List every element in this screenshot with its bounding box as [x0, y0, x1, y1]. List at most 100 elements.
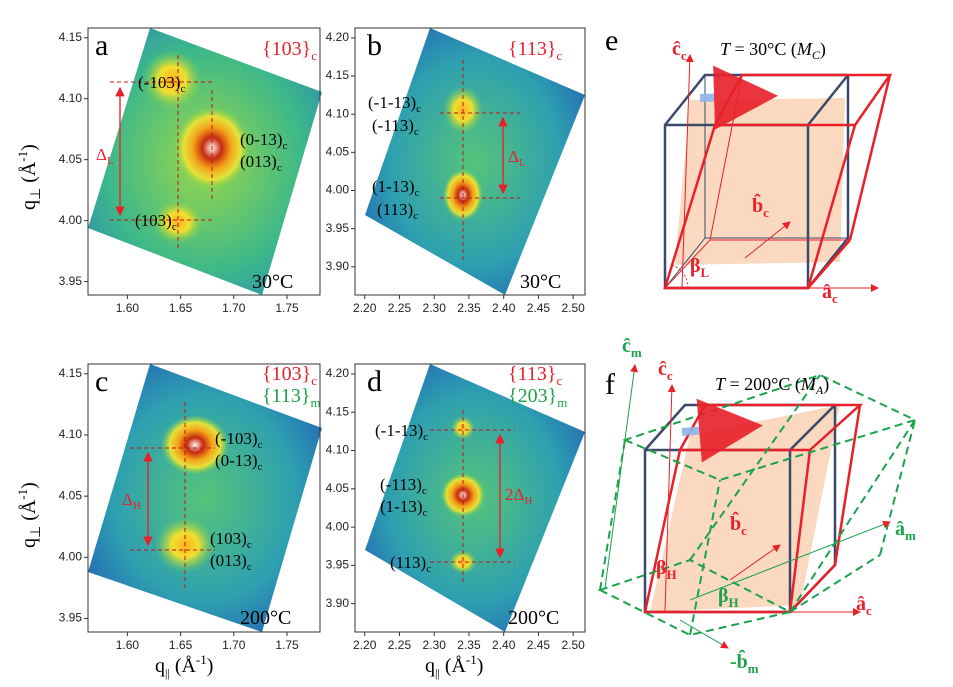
family: {103}c	[262, 363, 317, 388]
peak-sub: c	[282, 140, 287, 152]
peak-sub: c	[422, 485, 427, 497]
axis-title-close: )	[18, 144, 40, 151]
y-tick-label: 4.10	[326, 106, 350, 120]
x-tick-label: 1.60	[116, 301, 140, 315]
decor	[689, 520, 891, 601]
peak: (013)	[210, 551, 247, 570]
y-tick-label: 4.00	[326, 519, 350, 533]
spacing-label: 2ΔH	[505, 485, 532, 507]
decor	[622, 373, 918, 482]
family-sub: c	[556, 48, 562, 63]
family-sub: c	[556, 373, 562, 388]
axis-title-close: )	[207, 655, 214, 677]
y-tick-label: 4.10	[59, 91, 83, 105]
panel-d-text: d {113}c {203}m (-1-13)c (-113)c (1-13)c…	[367, 363, 567, 629]
temp-T: T	[720, 39, 732, 59]
axis-base: â	[822, 281, 832, 303]
family: {103}c	[262, 38, 317, 63]
peak-sub: c	[422, 507, 427, 519]
angle-sub: L	[701, 265, 710, 280]
spacing-label: ΔL	[96, 145, 114, 167]
panel-letter: e	[605, 24, 618, 57]
y-tick-label: 4.15	[59, 366, 83, 380]
y-axis-title: q⊥ (Å-1)	[15, 144, 44, 210]
spacing-sub: H	[524, 495, 532, 507]
axis-title-close: )	[18, 482, 40, 489]
decor	[833, 404, 862, 566]
x-tick-label: 1.70	[222, 638, 246, 652]
x-tick-label: 1.65	[169, 638, 193, 652]
axis-label: âc	[856, 593, 872, 618]
peak-label: (0-13)c	[215, 451, 262, 473]
axis-title: q	[18, 200, 40, 210]
peak-label: (1-13)c	[380, 497, 427, 519]
y-tick-label: 3.95	[59, 274, 83, 288]
x-tick-label: 2.20	[353, 301, 377, 315]
decor	[689, 374, 821, 561]
x-tick-label: 2.50	[562, 638, 586, 652]
panel-letter: a	[95, 29, 108, 62]
y-axis-title: q⊥ (Å-1)	[15, 482, 44, 548]
peak: (0-13)	[215, 451, 257, 470]
axis-title-sup: -1	[15, 151, 30, 162]
decor	[679, 619, 729, 649]
decor	[161, 415, 229, 475]
x-tick-label: 2.25	[388, 638, 412, 652]
y-tick-label: 3.95	[59, 611, 83, 625]
family: {103}	[262, 363, 311, 385]
axis-base: ĉ	[658, 358, 667, 380]
peak: (-103)	[215, 429, 257, 448]
decor	[789, 404, 836, 451]
peak: (013)	[240, 152, 277, 171]
temp-sub: C	[812, 48, 821, 62]
peak: (-1-13)	[368, 93, 416, 112]
axis-title-sub: ⊥	[29, 526, 44, 538]
x-axis-title: q|| (Å-1)	[155, 652, 213, 680]
spacing-label: ΔH	[122, 490, 141, 512]
peak-sub: c	[414, 187, 419, 199]
decor	[879, 419, 916, 556]
y-tick-label: 4.10	[326, 443, 350, 457]
family2-sub: m	[310, 395, 320, 410]
x-tick-label: 1.60	[116, 638, 140, 652]
plot-frame	[87, 27, 321, 296]
spacing-sub: H	[133, 500, 141, 512]
axis-base: b̂	[730, 510, 741, 535]
family: {113}	[508, 38, 556, 60]
temp-sub: A	[815, 383, 824, 397]
decor	[449, 550, 477, 574]
peak-sub: c	[423, 431, 428, 443]
temperature: 200°C	[508, 607, 559, 629]
y-tick-label: 4.15	[59, 30, 83, 44]
decor	[604, 364, 639, 589]
axis-sub: m	[905, 528, 916, 543]
peak: (1-13)	[372, 177, 414, 196]
peak: (-113)	[372, 116, 414, 135]
x-tick-label: 2.20	[353, 638, 377, 652]
axis-label: -b̂m	[730, 648, 759, 676]
peak: (113)	[377, 200, 413, 219]
axis-sub: m	[748, 661, 759, 676]
axis-label: âm	[895, 518, 916, 543]
peak-sub: c	[172, 221, 177, 233]
x-tick-label: 1.65	[169, 301, 193, 315]
peak-sub: c	[414, 126, 419, 138]
peak-label: (013)c	[210, 551, 252, 573]
y-tick-label: 4.05	[59, 488, 83, 502]
axis-title-sup: -1	[466, 652, 477, 667]
decor	[681, 54, 694, 289]
y-tick-label: 4.05	[326, 145, 350, 159]
panel-a-text: a {103}c (-103)c (0-13)c (013)c (103)c Δ…	[95, 29, 317, 293]
y-tick-label: 3.95	[326, 558, 350, 572]
x-tick-label: 2.25	[388, 301, 412, 315]
x-tick-label: 1.70	[222, 301, 246, 315]
family: {113}	[508, 363, 556, 385]
peak-label: (113)c	[390, 553, 431, 575]
y-tick-label: 3.95	[326, 221, 350, 235]
family: {113}c	[508, 363, 562, 388]
decor	[599, 439, 626, 591]
peak-sub: c	[413, 210, 418, 222]
axis-title-sup: -1	[196, 652, 207, 667]
decor	[699, 65, 778, 130]
spacing-arrows	[115, 86, 508, 559]
